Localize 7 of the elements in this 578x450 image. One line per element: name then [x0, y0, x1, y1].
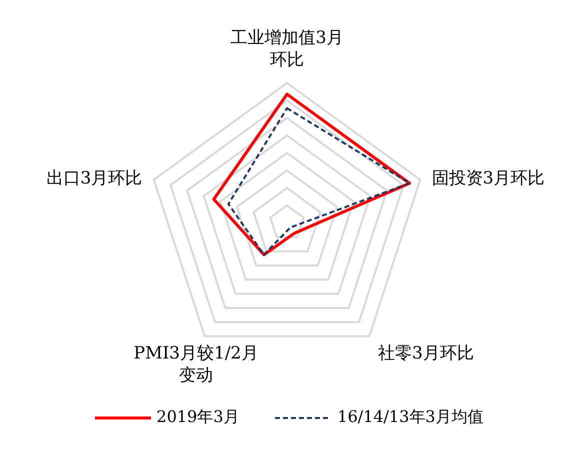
spoke-label: 社零3月环比	[378, 344, 474, 364]
spoke-label: PMI3月较1/2月变动	[134, 344, 258, 386]
spoke-label: 工业增加值3月环比	[230, 28, 344, 70]
legend-label: 2019年3月	[156, 407, 240, 428]
spoke-label: 出口3月环比	[46, 168, 142, 188]
legend-label: 16/14/13年3月均值	[337, 407, 484, 428]
spoke-label: 固投资3月环比	[432, 168, 545, 188]
